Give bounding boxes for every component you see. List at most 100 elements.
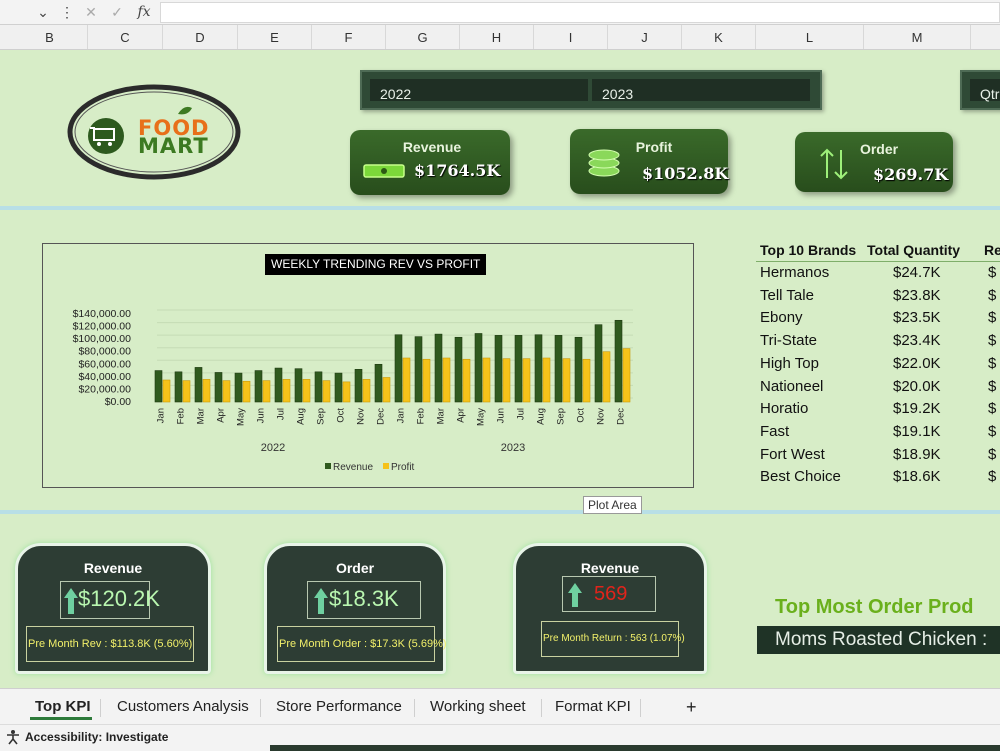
y-tick-label: $100,000.00 [73, 333, 132, 345]
tab-format-kpi[interactable]: Format KPI [555, 698, 631, 715]
column-e[interactable]: E [238, 25, 312, 49]
x-tick-label: Jun [256, 408, 267, 423]
bottom-card-title: Revenue [580, 560, 640, 576]
bar-revenue [154, 370, 163, 403]
brand-quantity: $20.0K [893, 377, 941, 395]
brand-revenue-partial: $ [988, 264, 997, 281]
slicer-item-2023[interactable]: 2023 [592, 79, 810, 102]
bar-profit [402, 357, 411, 403]
table-header-underline [756, 261, 1000, 262]
x-tick-label: Feb [176, 408, 187, 424]
bar-profit [342, 381, 351, 403]
y-tick-label: $40,000.00 [78, 371, 131, 383]
x-tick-label: Nov [596, 408, 607, 425]
bar-revenue [494, 335, 503, 403]
slicer-item-qtr[interactable]: Qtr [970, 79, 1000, 102]
bar-revenue [214, 372, 223, 403]
bar-revenue [354, 369, 363, 403]
bar-profit [242, 380, 251, 403]
column-d[interactable]: D [163, 25, 238, 49]
logo-text-food: FOOD [138, 116, 210, 140]
top-product-value: Moms Roasted Chicken : [775, 629, 988, 650]
formula-bar: ⌄ ⋮ ✕ ✓ fx [0, 0, 1000, 25]
slicer-item-2022[interactable]: 2022 [370, 79, 588, 102]
active-tab-indicator [30, 717, 92, 720]
bar-profit [202, 379, 211, 403]
x-tick-label: Mar [196, 408, 207, 424]
bar-profit [302, 379, 311, 403]
x-tick-label: Jul [276, 408, 287, 420]
x-tick-label: Sep [316, 408, 327, 425]
brand-revenue-partial: $ [988, 354, 997, 372]
tab-store-performance[interactable]: Store Performance [276, 698, 402, 715]
money-icon [363, 164, 405, 178]
brand-name: Nationeel [760, 377, 824, 395]
bar-profit [222, 380, 231, 403]
y-tick-label: $140,000.00 [73, 308, 132, 320]
section-divider [0, 510, 1000, 514]
cancel-icon[interactable]: ✕ [85, 4, 97, 20]
accessibility-icon [7, 730, 19, 745]
tab-separator [414, 699, 415, 717]
bottom-card-sub-box [26, 626, 194, 662]
formula-input[interactable] [160, 2, 1000, 23]
kpi-title: Revenue [402, 139, 462, 155]
x-tick-label: Aug [296, 408, 307, 425]
brand-quantity: $18.6K [893, 468, 941, 486]
y-tick-label: $120,000.00 [73, 321, 132, 333]
top-product-title: Top Most Order Prod [775, 596, 974, 618]
tab-top-kpi[interactable]: Top KPI [35, 698, 91, 715]
tab-separator [260, 699, 261, 717]
plot-area-tooltip: Plot Area [583, 496, 642, 514]
column-g[interactable]: G [386, 25, 460, 49]
column-c[interactable]: C [88, 25, 163, 49]
column-h[interactable]: H [460, 25, 534, 49]
bar-profit [602, 351, 611, 403]
column-f[interactable]: F [312, 25, 386, 49]
column-b[interactable]: B [12, 25, 88, 49]
accessibility-status[interactable]: Accessibility: Investigate [25, 730, 169, 744]
bar-revenue [194, 367, 203, 403]
x-tick-label: May [476, 408, 487, 426]
kpi-value: $269.7K [873, 165, 949, 184]
brand-quantity: $23.8K [893, 286, 941, 304]
bar-revenue [314, 371, 323, 403]
name-box-dropdown-icon[interactable]: ⌄ [37, 4, 49, 20]
bottom-card-subtext: Pre Month Return : 563 (1.07%) [543, 633, 685, 644]
enter-icon[interactable]: ✓ [111, 4, 123, 20]
more-options-icon[interactable]: ⋮ [60, 4, 74, 20]
bar-profit [422, 358, 431, 403]
add-sheet-button[interactable]: + [686, 697, 697, 717]
x-tick-label: Nov [356, 408, 367, 425]
insert-function-button[interactable]: fx [137, 4, 151, 20]
bar-profit [182, 380, 191, 403]
tab-customers-analysis[interactable]: Customers Analysis [117, 698, 249, 715]
legend-label: Profit [391, 462, 415, 473]
column-l[interactable]: L [756, 25, 864, 49]
bar-revenue [574, 336, 583, 403]
weekly-trend-chart[interactable]: WEEKLY TRENDING REV VS PROFIT $140,000.0… [42, 243, 694, 488]
sheet-tab-bar: Top KPI Customers Analysis Store Perform… [0, 688, 1000, 725]
column-j[interactable]: J [608, 25, 682, 49]
chart-plot: $140,000.00$120,000.00$100,000.00$80,000… [73, 308, 633, 473]
column-m[interactable]: M [864, 25, 971, 49]
brand-revenue-partial: $ [988, 468, 997, 486]
brand-name: Fast [760, 422, 790, 440]
kpi-card-revenue: Revenue $1764.5K [350, 130, 510, 195]
bar-revenue [554, 335, 563, 403]
bar-profit [162, 379, 171, 403]
brand-quantity: $19.1K [893, 422, 941, 440]
brand-quantity: $19.2K [893, 400, 941, 418]
kpi-card-order: Order $269.7K [795, 132, 953, 192]
tab-working-sheet[interactable]: Working sheet [430, 698, 526, 715]
bar-profit [462, 358, 471, 403]
brand-quantity: $24.7K [893, 264, 941, 281]
bar-revenue [614, 319, 623, 403]
bar-profit [442, 357, 451, 403]
bar-revenue [334, 372, 343, 403]
brand-name: Horatio [760, 400, 809, 418]
bar-profit [502, 358, 511, 403]
bar-revenue [414, 336, 423, 403]
column-i[interactable]: I [534, 25, 608, 49]
column-k[interactable]: K [682, 25, 756, 49]
